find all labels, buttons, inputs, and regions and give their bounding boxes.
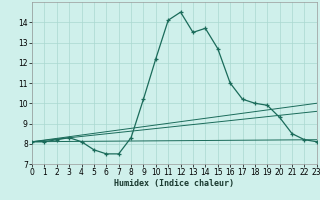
- X-axis label: Humidex (Indice chaleur): Humidex (Indice chaleur): [115, 179, 234, 188]
